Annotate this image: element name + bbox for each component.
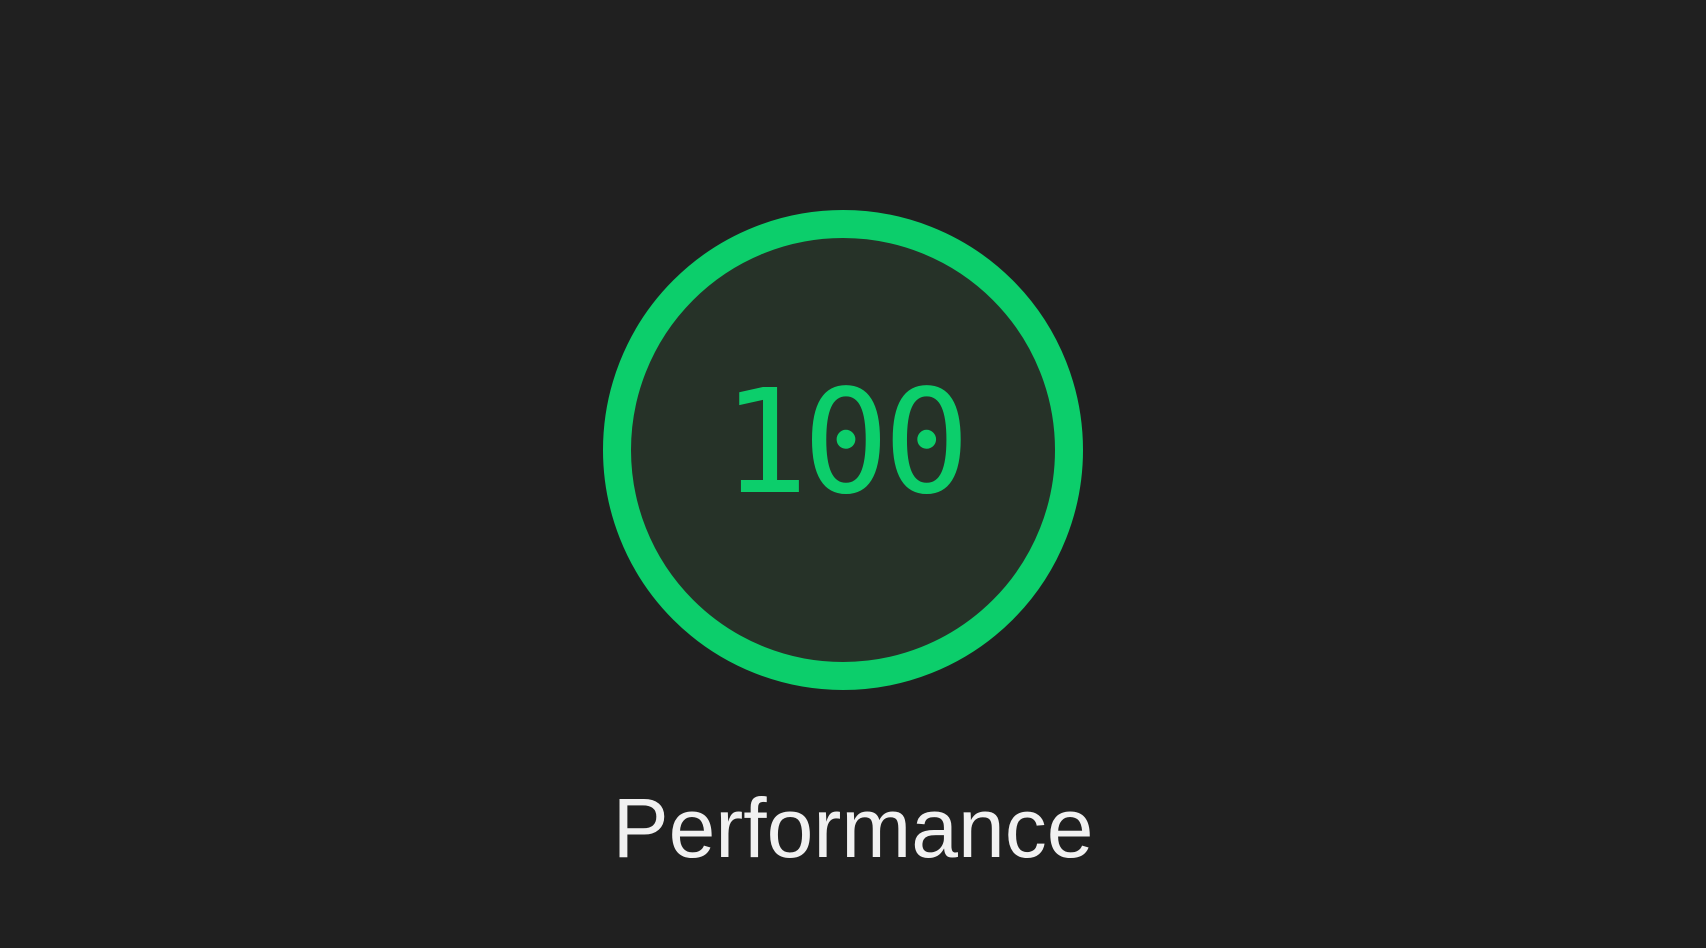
- gauge-progress-arc: [603, 210, 1083, 690]
- performance-score-gauge: 100: [603, 210, 1083, 690]
- score-gauge-ring: [603, 210, 1083, 690]
- category-title: Performance: [612, 781, 1094, 875]
- score-value: 100: [721, 358, 970, 526]
- gauge-inner-fill: [617, 224, 1069, 676]
